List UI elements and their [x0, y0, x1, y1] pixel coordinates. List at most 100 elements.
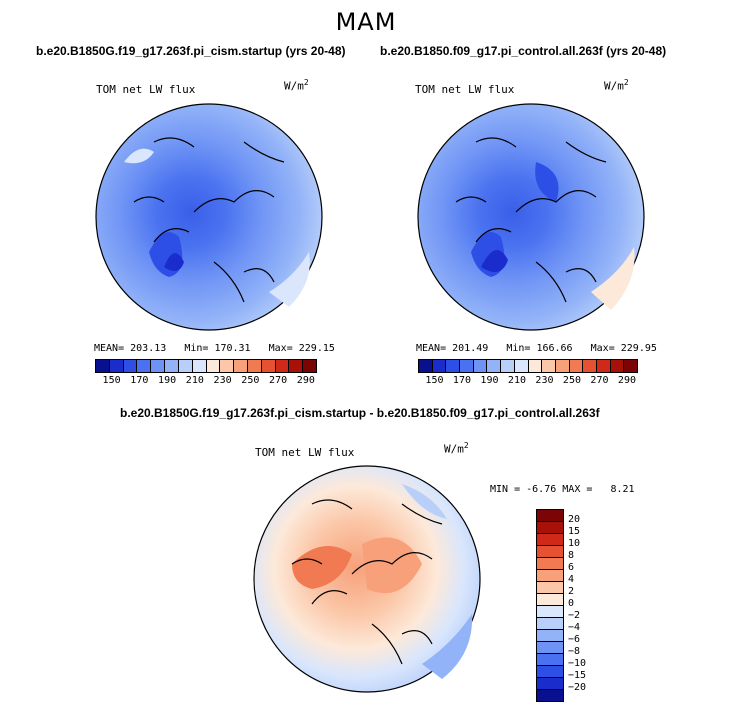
diff-colorbar-swatch [537, 570, 563, 582]
right-variable-label: TOM net LW flux [415, 83, 515, 96]
colorbar-swatch [192, 360, 207, 372]
colorbar-tick-label: 210 [507, 375, 526, 386]
diff-colorbar-level: −6 [568, 634, 581, 645]
colorbar-swatch [109, 360, 124, 372]
diff-colorbar-swatch [537, 618, 563, 630]
diff-colorbar-labels: 20 15 10 8 6 4 2 0 −2 −4 −6 −8 −10 −15 −20 [568, 514, 586, 694]
colorbar-tick-label: 230 [213, 375, 232, 386]
right-units: W/m2 [604, 78, 629, 93]
left-colorbar [95, 359, 317, 373]
diff-colorbar-swatch [537, 594, 563, 606]
diff-colorbar-level: −15 [568, 670, 587, 681]
colorbar-swatch [96, 360, 110, 372]
diff-colorbar-level: 10 [568, 538, 581, 549]
colorbar-swatch [137, 360, 152, 372]
diff-colorbar-level: −20 [568, 682, 587, 693]
left-units: W/m2 [284, 78, 309, 93]
diff-colorbar-swatch [537, 630, 563, 642]
colorbar-swatch [206, 360, 221, 372]
left-polar-map [95, 103, 323, 331]
diff-colorbar-level: 2 [568, 586, 575, 597]
colorbar-swatch [275, 360, 290, 372]
right-stats: MEAN= 201.49 Min= 166.66 Max= 229.95 [416, 343, 657, 354]
diff-title: b.e20.B1850G.f19_g17.263f.pi_cism.startu… [120, 406, 600, 420]
diff-colorbar-swatch [537, 582, 563, 594]
colorbar-tick-label: 290 [296, 375, 315, 386]
colorbar-swatch [303, 360, 316, 372]
right-case-title: b.e20.B1850.f09_g17.pi_control.all.263f … [380, 44, 667, 58]
colorbar-swatch [446, 360, 461, 372]
diff-colorbar-level: −8 [568, 646, 581, 657]
colorbar-tick-label: 150 [425, 375, 444, 386]
colorbar-tick-label: 230 [535, 375, 554, 386]
diff-colorbar-level: 4 [568, 574, 575, 585]
diff-positive-anomaly [292, 546, 352, 589]
diff-colorbar-level: 15 [568, 526, 581, 537]
colorbar-tick-label: 210 [185, 375, 204, 386]
colorbar-swatch [220, 360, 235, 372]
colorbar-tick-label: 170 [452, 375, 471, 386]
diff-colorbar-level: −2 [568, 610, 581, 621]
diff-units: W/m2 [444, 441, 469, 456]
colorbar-tick-label: 250 [562, 375, 581, 386]
left-stats: MEAN= 203.13 Min= 170.31 Max= 229.15 [94, 343, 335, 354]
colorbar-swatch [123, 360, 138, 372]
colorbar-swatch [261, 360, 276, 372]
diff-colorbar [536, 509, 564, 702]
colorbar-swatch [583, 360, 597, 372]
colorbar-swatch [501, 360, 515, 372]
colorbar-swatch [624, 360, 637, 372]
diff-colorbar-swatch [537, 654, 563, 666]
diff-colorbar-swatch [537, 510, 563, 522]
colorbar-swatch [514, 360, 529, 372]
colorbar-swatch [178, 360, 193, 372]
colorbar-swatch [542, 360, 556, 372]
diff-colorbar-swatch [537, 642, 563, 654]
diff-variable-label: TOM net LW flux [255, 446, 355, 459]
colorbar-swatch [247, 360, 262, 372]
colorbar-tick-label: 270 [269, 375, 288, 386]
diff-colorbar-level: 6 [568, 562, 575, 573]
diff-colorbar-swatch [537, 534, 563, 546]
diff-colorbar-level: 8 [568, 550, 575, 561]
colorbar-tick-label: 250 [241, 375, 260, 386]
colorbar-swatch [555, 360, 570, 372]
colorbar-tick-label: 170 [130, 375, 149, 386]
diff-colorbar-level: −4 [568, 622, 581, 633]
colorbar-tick-label: 270 [590, 375, 609, 386]
colorbar-swatch [487, 360, 502, 372]
diff-colorbar-swatch [537, 558, 563, 570]
left-case-title: b.e20.B1850G.f19_g17.263f.pi_cism.startu… [36, 44, 346, 58]
colorbar-tick-label: 190 [158, 375, 177, 386]
right-coastlines [455, 137, 607, 303]
colorbar-tick-label: 190 [480, 375, 499, 386]
diff-polar-map [253, 465, 481, 693]
season-title: MAM [335, 8, 397, 36]
diff-colorbar-level: 20 [568, 514, 581, 525]
diff-colorbar-level: −10 [568, 658, 587, 669]
colorbar-tick-label: 150 [102, 375, 121, 386]
diff-colorbar-swatch [537, 522, 563, 534]
colorbar-swatch [473, 360, 488, 372]
colorbar-swatch [432, 360, 447, 372]
colorbar-tick-label: 290 [617, 375, 636, 386]
right-polar-map [417, 103, 645, 331]
colorbar-swatch [460, 360, 474, 372]
left-variable-label: TOM net LW flux [96, 83, 196, 96]
diff-colorbar-swatch [537, 678, 563, 690]
diff-colorbar-swatch [537, 546, 563, 558]
diff-minmax: MIN = -6.76 MAX = 8.21 [490, 484, 635, 495]
right-colorbar [418, 359, 638, 373]
diff-colorbar-swatch [537, 666, 563, 678]
diff-coastlines [291, 499, 443, 665]
left-coastlines [133, 137, 285, 303]
colorbar-swatch [419, 360, 433, 372]
colorbar-swatch [610, 360, 625, 372]
colorbar-swatch [234, 360, 248, 372]
diff-colorbar-swatch [537, 606, 563, 618]
colorbar-swatch [151, 360, 166, 372]
colorbar-swatch [596, 360, 611, 372]
diff-colorbar-level: 0 [568, 598, 575, 609]
colorbar-swatch [528, 360, 543, 372]
colorbar-swatch [569, 360, 584, 372]
